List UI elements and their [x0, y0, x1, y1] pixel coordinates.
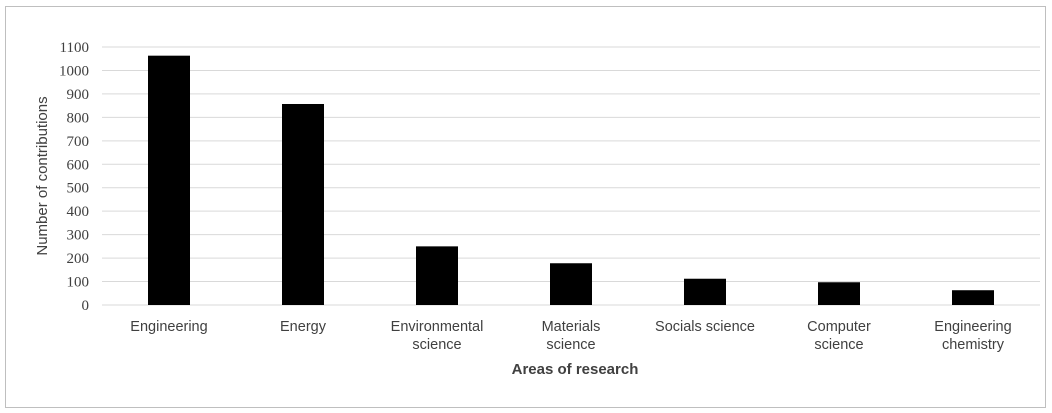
y-tick-label: 0 — [82, 298, 90, 314]
x-category-label: Engineering chemistry — [934, 319, 1011, 353]
y-tick-label: 1000 — [59, 63, 89, 79]
gridlines — [102, 46, 1040, 306]
bars — [148, 55, 994, 306]
x-category-label: Computer science — [807, 319, 871, 353]
bar — [282, 103, 324, 306]
y-tick-label: 400 — [67, 204, 90, 220]
x-category-label: Engineering — [130, 319, 207, 335]
x-category-label: Socials science — [655, 319, 755, 335]
y-tick-label: 300 — [67, 228, 90, 244]
bar — [550, 263, 592, 305]
y-axis-title: Number of contributions — [34, 96, 51, 255]
y-axis-ticks: 0 100 200 300 400 500 600 700 800 900 1000 1100 — [59, 40, 89, 314]
x-category-label: Environmental science — [391, 319, 484, 353]
bar — [818, 282, 860, 305]
x-category-label: Energy — [280, 319, 327, 335]
x-category-label: Materials science — [542, 319, 601, 353]
bar — [416, 246, 458, 305]
y-tick-label: 100 — [67, 275, 90, 291]
x-axis-categories: Engineering Energy Environmental science Mat… — [130, 319, 1011, 353]
bar — [952, 290, 994, 305]
bar — [148, 55, 190, 306]
y-tick-label: 800 — [67, 110, 90, 126]
y-tick-label: 1100 — [60, 40, 89, 56]
y-tick-label: 700 — [67, 134, 90, 150]
y-tick-label: 500 — [67, 181, 90, 197]
y-tick-label: 200 — [67, 251, 90, 267]
y-tick-label: 900 — [67, 87, 90, 103]
y-tick-label: 600 — [67, 157, 90, 173]
x-axis-title: Areas of research — [512, 361, 639, 378]
bar — [684, 278, 726, 305]
